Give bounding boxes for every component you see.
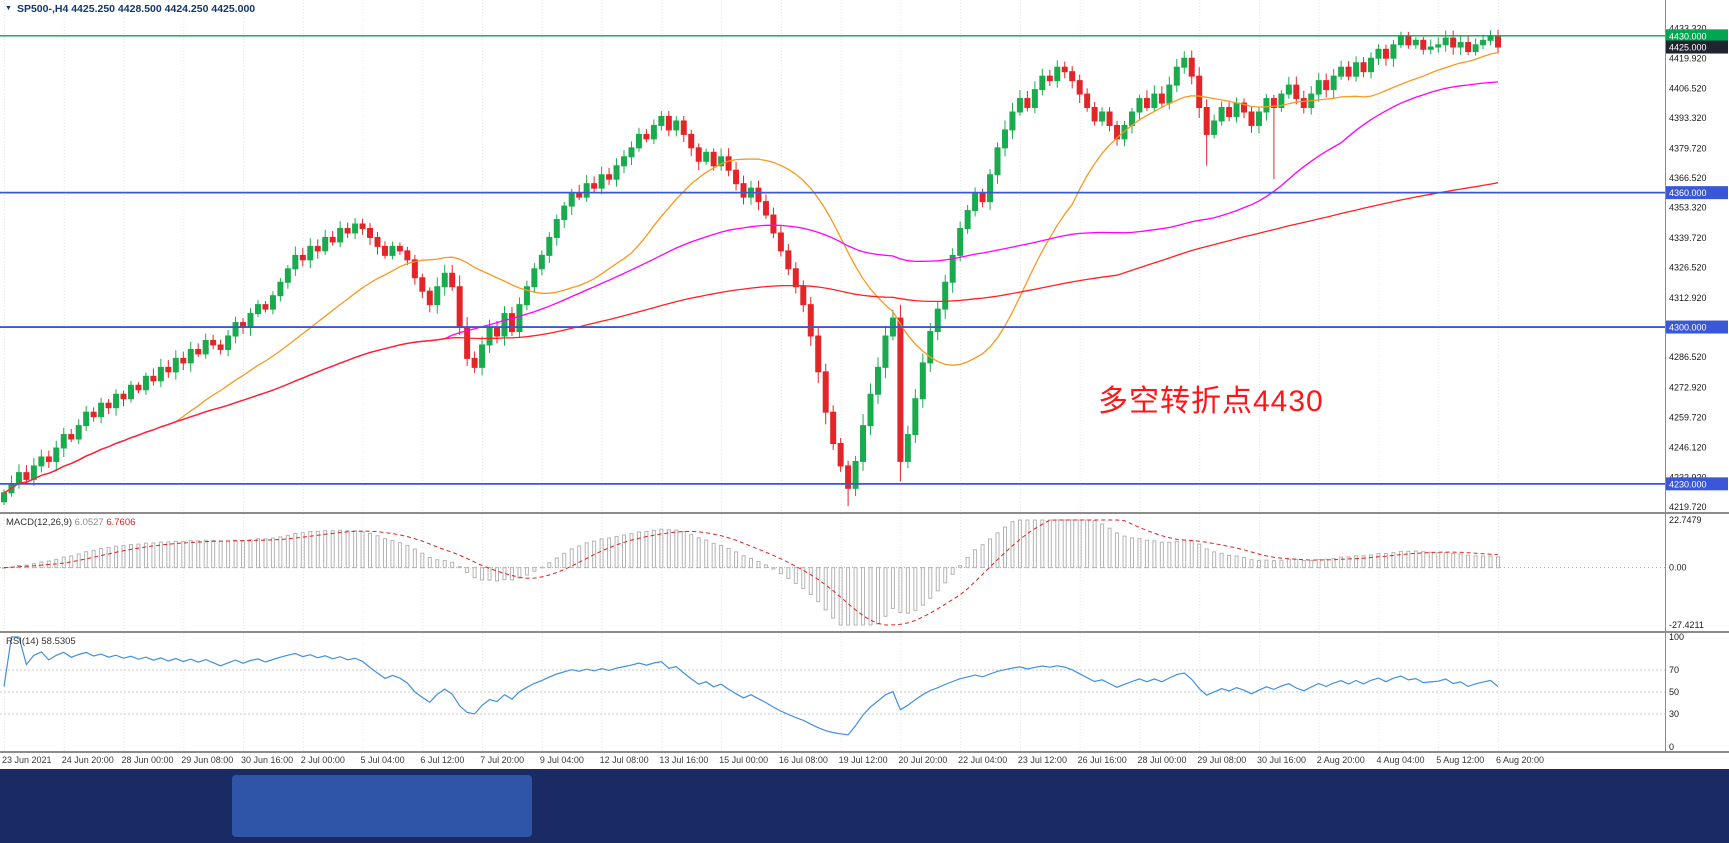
price-badge: 4300.000 [1666, 320, 1728, 334]
axis-tick: 4246.120 [1669, 443, 1707, 453]
axis-tick: 0 [1669, 742, 1674, 751]
ma-fast-orange [3, 51, 1499, 494]
axis-tick: 4433.320 [1669, 23, 1707, 33]
time-label: 2 Aug 20:00 [1316, 755, 1365, 765]
price-panel[interactable]: 4433.320 4419.920 4406.520 4393.320 4379.720… [0, 0, 1729, 512]
macd-name: MACD(12,26,9) [6, 517, 72, 528]
ma-slow-red [3, 182, 1499, 494]
axis-tick: 4286.520 [1669, 352, 1707, 362]
svg-text:4230.000: 4230.000 [1669, 479, 1707, 489]
price-badge: 4425.000 [1666, 40, 1728, 54]
axis-tick: 4272.920 [1669, 383, 1707, 393]
time-label: 29 Jun 08:00 [181, 755, 234, 765]
rsi-indicator-label: RSI(14) 58.5305 [6, 636, 76, 647]
time-label: 28 Jul 00:00 [1137, 755, 1187, 765]
svg-text:4360.000: 4360.000 [1669, 188, 1707, 198]
panel-separator[interactable] [0, 631, 1729, 633]
time-label: 19 Jul 12:00 [838, 755, 888, 765]
axis-tick: 50 [1669, 687, 1679, 697]
time-label: 29 Jul 08:00 [1197, 755, 1247, 765]
grid [4, 514, 1499, 631]
axis-tick: 100 [1669, 633, 1684, 642]
time-label: 15 Jul 00:00 [719, 755, 769, 765]
axis-tick: 22.7479 [1669, 515, 1702, 525]
time-label: 5 Aug 12:00 [1436, 755, 1485, 765]
axis-tick: 4353.320 [1669, 203, 1707, 213]
time-label: 12 Jul 08:00 [599, 755, 649, 765]
time-label: 13 Jul 16:00 [659, 755, 709, 765]
axis-tick: 4419.920 [1669, 53, 1707, 63]
collapse-icon[interactable]: ▼ [5, 5, 12, 12]
time-label: 9 Jul 04:00 [539, 755, 584, 765]
time-label: 30 Jul 16:00 [1256, 755, 1306, 765]
time-label: 26 Jul 16:00 [1077, 755, 1127, 765]
macd-histogram [2, 519, 1500, 626]
time-label: 5 Jul 04:00 [360, 755, 405, 765]
time-label: 23 Jul 12:00 [1017, 755, 1067, 765]
symbol-info-bar: ▼ SP500-,H4 4425.250 4428.500 4424.250 4… [5, 3, 255, 15]
axis-tick: 30 [1669, 709, 1679, 719]
candles [1, 29, 1501, 507]
macd-panel[interactable]: 22.7479 0.00 -27.4211 [0, 514, 1729, 631]
macd-signal-value: 6.7606 [106, 517, 136, 528]
time-label: 2 Jul 00:00 [300, 755, 345, 765]
axis-tick: 4393.320 [1669, 113, 1707, 123]
grid [4, 0, 1499, 512]
time-label: 23 Jun 2021 [2, 755, 52, 765]
axis-tick: 4366.520 [1669, 173, 1707, 183]
rsi-panel[interactable]: 100 70 50 30 0 [0, 633, 1729, 751]
axis-tick: 4219.720 [1669, 502, 1707, 512]
time-label: 22 Jul 04:00 [958, 755, 1008, 765]
axis-tick: 4259.720 [1669, 412, 1707, 422]
time-label: 16 Jul 08:00 [778, 755, 828, 765]
price-badge: 4230.000 [1666, 477, 1728, 491]
time-label: 20 Jul 20:00 [898, 755, 948, 765]
rsi-value: 58.5305 [41, 636, 76, 647]
moving-averages [3, 51, 1499, 494]
price-badge: 4430.000 [1666, 29, 1728, 43]
macd-signal-line [3, 519, 1499, 626]
time-label: 4 Aug 04:00 [1376, 755, 1425, 765]
rsi-line [3, 636, 1499, 736]
time-axis[interactable]: 23 Jun 2021 24 Jun 20:00 28 Jun 00:00 29 Ju… [0, 753, 1729, 769]
axis-tick: 4379.720 [1669, 143, 1707, 153]
svg-text:4430.000: 4430.000 [1669, 31, 1707, 41]
time-label: 30 Jun 16:00 [241, 755, 294, 765]
svg-text:4425.000: 4425.000 [1669, 43, 1707, 53]
price-axis-bg [1666, 633, 1729, 751]
svg-text:4300.000: 4300.000 [1669, 323, 1707, 333]
time-label: 28 Jun 00:00 [121, 755, 174, 765]
time-label: 6 Jul 12:00 [420, 755, 465, 765]
price-axis-bg [1666, 0, 1729, 512]
panel-separator[interactable] [0, 512, 1729, 514]
price-badge: 4360.000 [1666, 186, 1728, 200]
taskbar-active-app[interactable] [232, 775, 532, 837]
axis-tick: 0.00 [1669, 563, 1687, 573]
horizontal-levels[interactable] [0, 35, 1665, 485]
time-label: 7 Jul 20:00 [480, 755, 525, 765]
rsi-name: RSI(14) [6, 636, 39, 647]
symbol-ohlc-text: SP500-,H4 4425.250 4428.500 4424.250 442… [16, 3, 256, 15]
axis-tick: 4232.920 [1669, 472, 1707, 482]
panel-separator[interactable] [0, 751, 1729, 753]
macd-indicator-label: MACD(12,26,9) 6.0527 6.7606 [6, 517, 135, 528]
axis-tick: -27.4211 [1669, 620, 1704, 630]
axis-tick: 4339.720 [1669, 233, 1707, 243]
price-axis-bg [1666, 514, 1729, 631]
annotation-text: 多空转折点4430 [1098, 385, 1324, 418]
axis-tick: 4406.520 [1669, 83, 1707, 93]
macd-main-value: 6.0527 [74, 517, 104, 528]
axis-tick: 4312.920 [1669, 293, 1707, 303]
axis-tick: 4326.520 [1669, 263, 1707, 273]
time-label: 6 Aug 20:00 [1496, 755, 1545, 765]
taskbar[interactable] [0, 769, 1729, 843]
axis-tick: 70 [1669, 665, 1679, 675]
time-label: 24 Jun 20:00 [61, 755, 114, 765]
